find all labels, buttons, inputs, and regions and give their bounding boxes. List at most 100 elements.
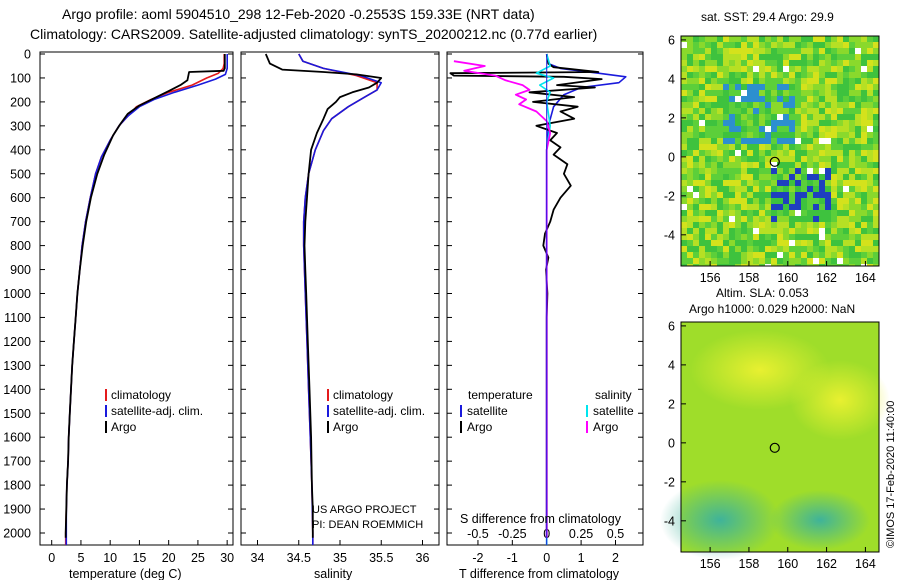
sst-cell [741,96,747,102]
sst-cell [789,150,795,156]
sst-cell [819,228,825,234]
sst-cell [705,222,711,228]
sst-cell [771,36,777,42]
sst-cell [693,192,699,198]
sst-cell [711,120,717,126]
sst-cell [717,192,723,198]
sst-cell [849,180,855,186]
sst-cell [873,48,879,54]
sst-cell [837,60,843,66]
sst-cell [729,240,735,246]
sst-cell [735,246,741,252]
sst-cell [693,222,699,228]
sst-cell [693,60,699,66]
sst-cell [753,258,759,264]
sst-cell [759,66,765,72]
map-lon-label: 160 [777,557,798,571]
sst-cell [747,234,753,240]
depth-tick-label: 0 [24,48,31,62]
sst-cell [759,216,765,222]
sst-cell [687,114,693,120]
sst-cell [873,186,879,192]
sst-cell [747,216,753,222]
sst-cell [741,186,747,192]
sst-cell [735,168,741,174]
sst-cell [783,246,789,252]
sst-cell [705,246,711,252]
sst-cell [705,252,711,258]
sst-cell [741,204,747,210]
map-lat-label: 0 [668,150,675,164]
sst-cell [873,258,879,264]
sst-cell [681,180,687,186]
sst-cell [735,114,741,120]
sst-cell [693,42,699,48]
sst-cell [825,204,831,210]
sst-cell [813,72,819,78]
sst-cell [681,246,687,252]
sst-cell [831,234,837,240]
sst-cell [849,102,855,108]
sst-cell [861,72,867,78]
sst-cell [735,54,741,60]
sst-cell [681,90,687,96]
sst-cell [795,96,801,102]
sst-cell [855,174,861,180]
sst-cell [753,234,759,240]
sst-cell [765,72,771,78]
sst-cell [687,84,693,90]
map-lon-label: 160 [777,271,798,285]
sst-cell [681,144,687,150]
sst-cell [735,138,741,144]
sst-cell [741,108,747,114]
sst-cell [747,36,753,42]
sst-cell [705,90,711,96]
x-tick-label: 25 [191,551,205,565]
sst-cell [741,252,747,258]
legend-climatology-label: climatology [111,388,171,402]
sst-cell [843,252,849,258]
sst-cell [735,174,741,180]
sst-cell [819,108,825,114]
sst-cell [801,240,807,246]
sst-cell [813,120,819,126]
sst-cell [765,78,771,84]
sst-cell [849,240,855,246]
sst-cell [747,120,753,126]
sst-cell [777,42,783,48]
sst-cell [693,162,699,168]
sst-cell [681,204,687,210]
sst-cell [753,228,759,234]
sst-cell [795,156,801,162]
sst-cell [849,108,855,114]
sst-cell [867,252,873,258]
map-lon-label: 162 [816,271,837,285]
sst-cell [867,258,873,264]
sst-cell [759,168,765,174]
sst-cell [825,192,831,198]
sst-cell [861,108,867,114]
sst-cell [735,120,741,126]
sst-cell [819,222,825,228]
sst-cell [693,54,699,60]
sst-cell [789,126,795,132]
sst-cell [831,210,837,216]
sst-cell [771,48,777,54]
sst-cell [825,228,831,234]
sst-cell [741,126,747,132]
sst-cell [717,228,723,234]
sst-cell [753,222,759,228]
sst-cell [765,162,771,168]
sst-cell [855,138,861,144]
sst-cell [843,108,849,114]
sst-cell [807,144,813,150]
sst-cell [843,120,849,126]
sst-cell [819,114,825,120]
sst-cell [699,78,705,84]
sst-cell [747,150,753,156]
sst-cell [849,48,855,54]
sst-cell [867,48,873,54]
sst-cell [723,132,729,138]
s-tick-label: -0.25 [498,527,527,541]
sst-cell [759,228,765,234]
